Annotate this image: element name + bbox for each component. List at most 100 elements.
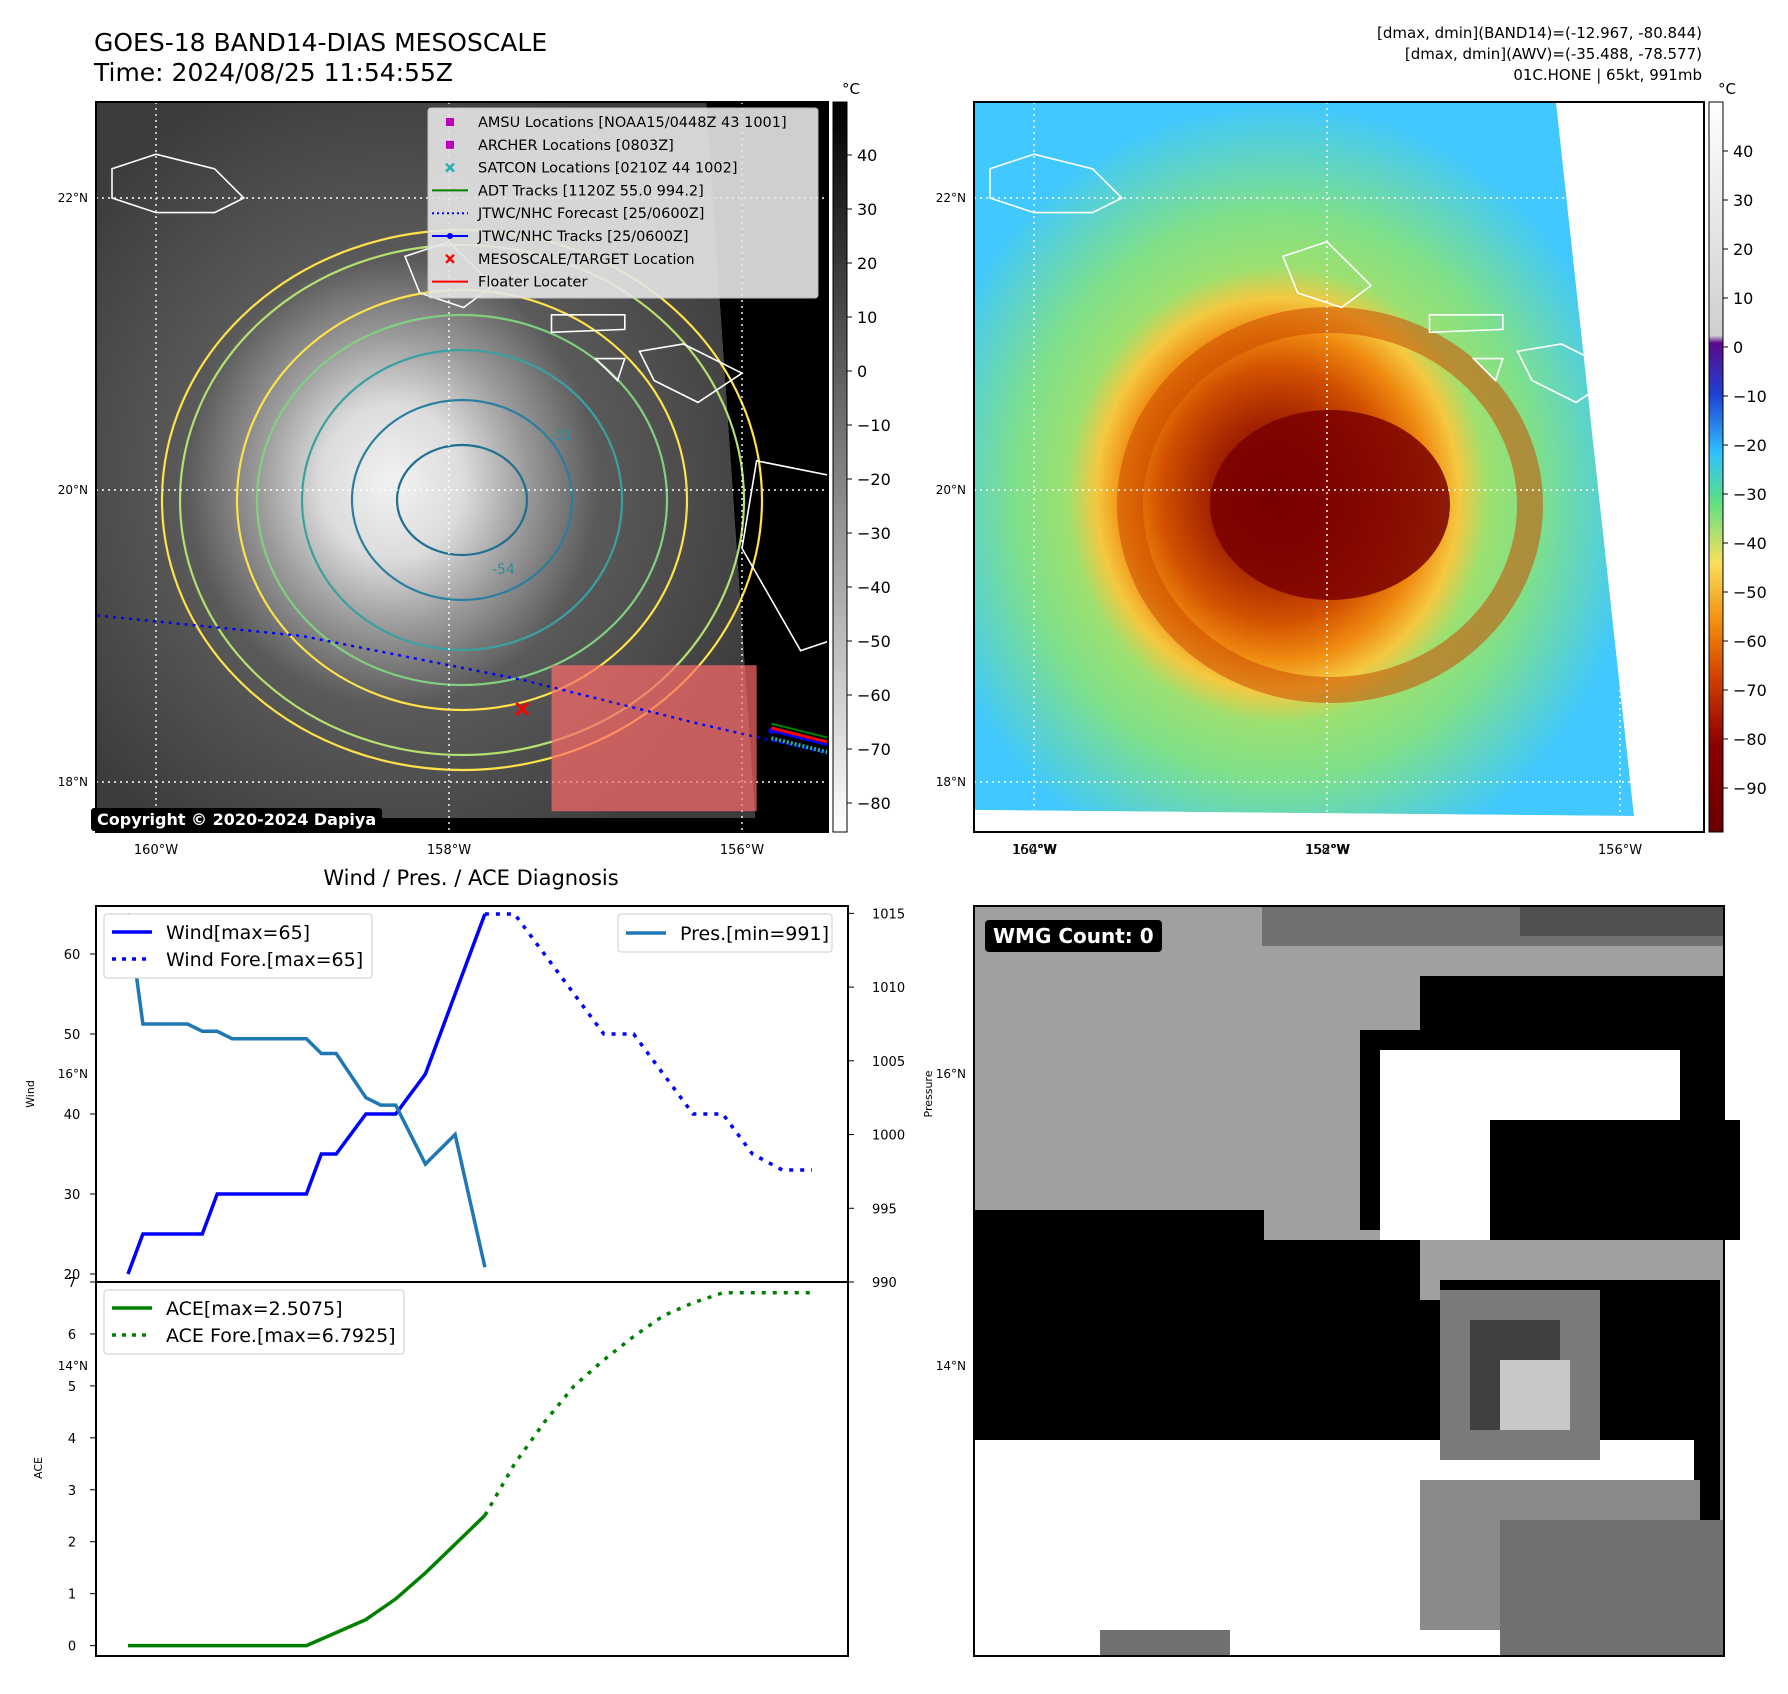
colorbar-tick-label: 0: [1733, 338, 1743, 357]
colorbar-tick-label: −50: [1733, 583, 1767, 602]
awv-axis-labels: 160°W 158°W 156°W 154°W 152°W 22°N 20°N 18°N 16°…: [936, 191, 1642, 1373]
y-tick-label: 30: [64, 1188, 81, 1203]
colorbar-tick-label: −50: [857, 632, 891, 651]
ace-axes: 0 1 2 3 4 5 6 7: [68, 1276, 96, 1655]
legend-label: ADT Tracks [1120Z 55.0 994.2]: [478, 183, 704, 199]
y-tick-label: 0: [68, 1640, 76, 1655]
legend-swatch: [445, 253, 455, 264]
colorbar-tick-label: 0: [857, 362, 867, 381]
lon-tick-label: 156°W: [1598, 843, 1642, 858]
colorbar-tick-label: −60: [1733, 632, 1767, 651]
legend-label: ACE[max=2.5075]: [166, 1298, 343, 1320]
legend-swatch: [445, 162, 455, 173]
awv-map-panel: [dmax, dmin](BAND14)=(-12.967, -80.844) …: [936, 24, 1705, 1373]
colorbar-tick-label: 20: [1733, 240, 1753, 259]
lon-tick-label: 154°W: [1013, 843, 1057, 858]
storm-info: 01C.HONE | 65kt, 991mb: [1513, 66, 1702, 84]
colorbar-tick-label: 40: [1733, 142, 1753, 161]
y2-tick-label: 995: [872, 1202, 897, 1217]
colorbar-tick-label: 30: [1733, 191, 1753, 210]
wmg-imagery: [974, 906, 1740, 1656]
y-tick-label: 20: [64, 1268, 81, 1283]
satcon-marker: [1162, 835, 1172, 845]
colorbar-tick-label: −30: [1733, 485, 1767, 504]
colorbar-tick-label: −60: [857, 686, 891, 705]
island-outline: [1428, 314, 1504, 334]
lat-tick-label: 18°N: [58, 775, 88, 789]
ace-series: [128, 1291, 812, 1648]
lat-tick-label: 18°N: [936, 775, 966, 789]
ace-chart: 0 1 2 3 4 5 6 7 ACE ACE[max=2.5075] ACE Fore.[ma…: [32, 1276, 849, 1657]
dmax-band14: [dmax, dmin](BAND14)=(-12.967, -80.844): [1377, 24, 1702, 42]
map-title-line1: GOES-18 BAND14-DIAS MESOSCALE: [94, 28, 547, 57]
island-outline: [1619, 459, 1704, 652]
colorbar-tick-label: 10: [857, 308, 877, 327]
colorbar-tick-label: −70: [1733, 681, 1767, 700]
contour-ring: [300, 348, 624, 652]
colorbar-tick-label: 20: [857, 254, 877, 273]
series-line: [126, 913, 487, 1268]
legend-box: [103, 1289, 405, 1355]
legend-label: Wind Fore.[max=65]: [166, 949, 363, 971]
wind-pressure-series: [126, 912, 812, 1275]
colorbar-unit-awv: °C: [1718, 80, 1736, 98]
lat-tick-label: 22°N: [936, 191, 966, 205]
wmg-panel: [973, 905, 1740, 1657]
contour-label: -31: [550, 428, 573, 444]
contour-ring: [350, 398, 574, 602]
contour-ring: [395, 443, 529, 557]
colorbar-tick-label: 10: [1733, 289, 1753, 308]
y-tick-label: 1: [68, 1588, 76, 1603]
awv-colorbar: °C: [1708, 80, 1736, 833]
wmg-block: [1500, 1360, 1570, 1430]
map-title-line2: Time: 2024/08/25 11:54:55Z: [93, 58, 453, 87]
series-line: [126, 913, 487, 1275]
lat-tick-label: 20°N: [58, 483, 88, 497]
island-outline: [741, 459, 828, 652]
wind-pressure-chart: Wind / Pres. / ACE Diagnosis 20 30 40 50 60 9…: [24, 866, 935, 1291]
legend-box: [427, 107, 819, 299]
colorbar-tick-label: −10: [1733, 387, 1767, 406]
legend-label: SATCON Locations [0210Z 44 1002]: [478, 161, 737, 177]
legend-label: MESOSCALE/TARGET Location: [478, 252, 695, 268]
legend-swatch: [446, 118, 454, 126]
lat-tick-label: 16°N: [58, 1067, 88, 1081]
colorbar-tick-label: −80: [1733, 730, 1767, 749]
island-outline: [638, 343, 744, 404]
legend-box: [103, 913, 373, 979]
colorbar-tick-label: 30: [857, 200, 877, 219]
island-outline: [593, 357, 626, 382]
y-tick-label: 6: [68, 1328, 76, 1343]
colorbar-tick-label: −40: [857, 578, 891, 597]
jtwc-track-point: [1457, 867, 1463, 873]
lat-tick-label: 20°N: [936, 483, 966, 497]
ir-colorbar: °C: [832, 80, 860, 833]
floater-box: [551, 665, 757, 812]
colorbar-tick-label: −20: [857, 470, 891, 489]
wind-pressure-legend: Wind[max=65] Wind Fore.[max=65] Pres.[min=…: [103, 913, 833, 979]
target-marker: [515, 701, 530, 717]
legend-label: Floater Locater: [478, 275, 587, 291]
legend-label: ACE Fore.[max=6.7925]: [166, 1325, 396, 1347]
island-outline: [1516, 343, 1622, 404]
wmg-block: [1520, 906, 1724, 936]
lat-tick-label: 14°N: [58, 1359, 88, 1373]
colorbar-unit: °C: [842, 80, 860, 98]
map-axis-labels: 160°W 158°W 156°W 154°W 152°W 22°N 20°N 18°N 16°…: [58, 191, 1350, 1373]
island-outline: [1281, 240, 1373, 309]
y-tick-label: 50: [64, 1028, 81, 1043]
diagnosis-title: Wind / Pres. / ACE Diagnosis: [323, 866, 618, 890]
y2-tick-label: 1000: [872, 1129, 905, 1144]
y2-tick-label: 1010: [872, 981, 905, 996]
wmg-block: [1490, 1120, 1740, 1240]
lon-tick-label: 158°W: [427, 843, 471, 858]
contour-label: -54: [492, 562, 515, 578]
y2-tick-label: 1005: [872, 1055, 905, 1070]
storm-core: [1210, 410, 1450, 600]
island-outline: [1471, 357, 1504, 382]
lat-tick-label: 22°N: [58, 191, 88, 205]
amsu-marker: [1308, 879, 1318, 889]
island-outline: [989, 153, 1124, 214]
map-gridlines-awv: [974, 102, 1704, 832]
